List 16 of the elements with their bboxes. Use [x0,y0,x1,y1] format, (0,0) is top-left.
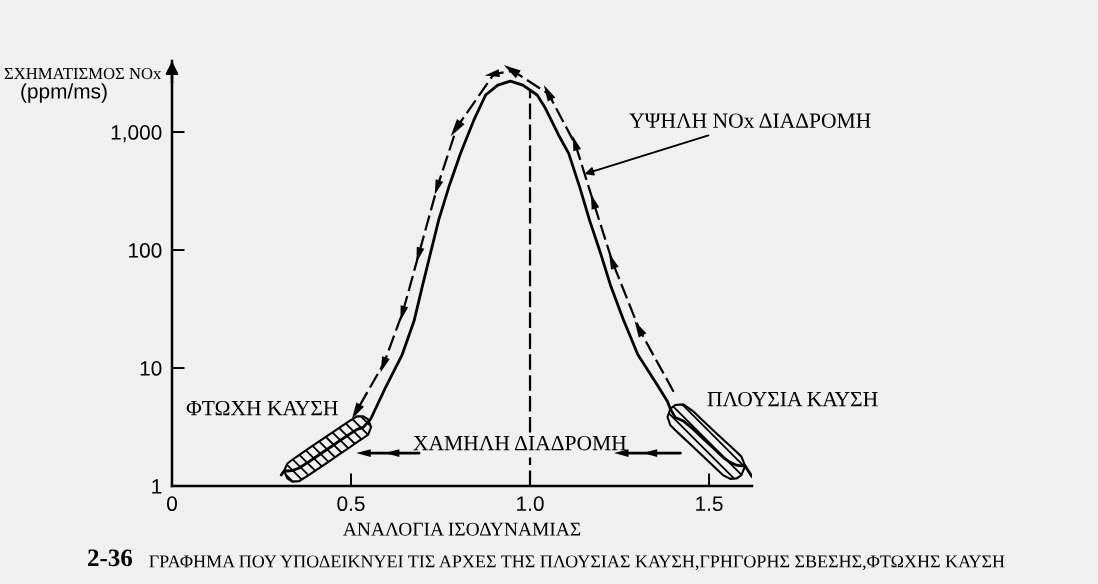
x-tick-label: 1.5 [696,496,723,512]
x-tick-label: 1.0 [517,496,544,512]
text: 2-36 [88,549,133,567]
y-tick-label: 1 [152,479,162,494]
annotation: ΦΤΩΧΗ ΚΑΥΣΗ [186,400,338,416]
y-tick-label: 100 [129,243,162,258]
text: ΓΡΑΦΗΜΑ ΠΟΥ ΥΠΟΔΕΙΚΝΥΕΙ ΤΙΣ ΑΡΧΕΣ ΤΗΣ ΠΛΟΥΣΙΑΣ ΚΑΥΣΗ,ΓΡΗΓΟΡΗΣ ΣΒΕΣΗΣ,ΦΤΩΧΗΣ ΚΑΥΣΗ [149,555,1005,571]
y-tick-label: 10 [140,361,162,376]
annotation: ΧΑΜΗΛΗ ΔΙΑΔΡΟΜΗ [413,435,627,451]
text: ΥΨΗΛΗ NOx ΔΙΑΔΡΟΜΗ [629,113,871,128]
x-tick-label: 0 [167,496,177,512]
x-axis-title: ΑΝΑΛΟΓΙΑ ΙΣΟΔΥΝΑΜΙΑΣ [343,522,581,536]
y-tick-label: 1,000 [111,125,162,143]
y-axis-title: ΣΧΗΜΑΤΙΣΜΟΣ NOx (ppm/ms) [4,67,162,103]
annotation: ΠΛΟΥΣΙΑ ΚΑΥΣΗ [707,391,878,407]
x-tick-label: 0.5 [337,496,365,512]
